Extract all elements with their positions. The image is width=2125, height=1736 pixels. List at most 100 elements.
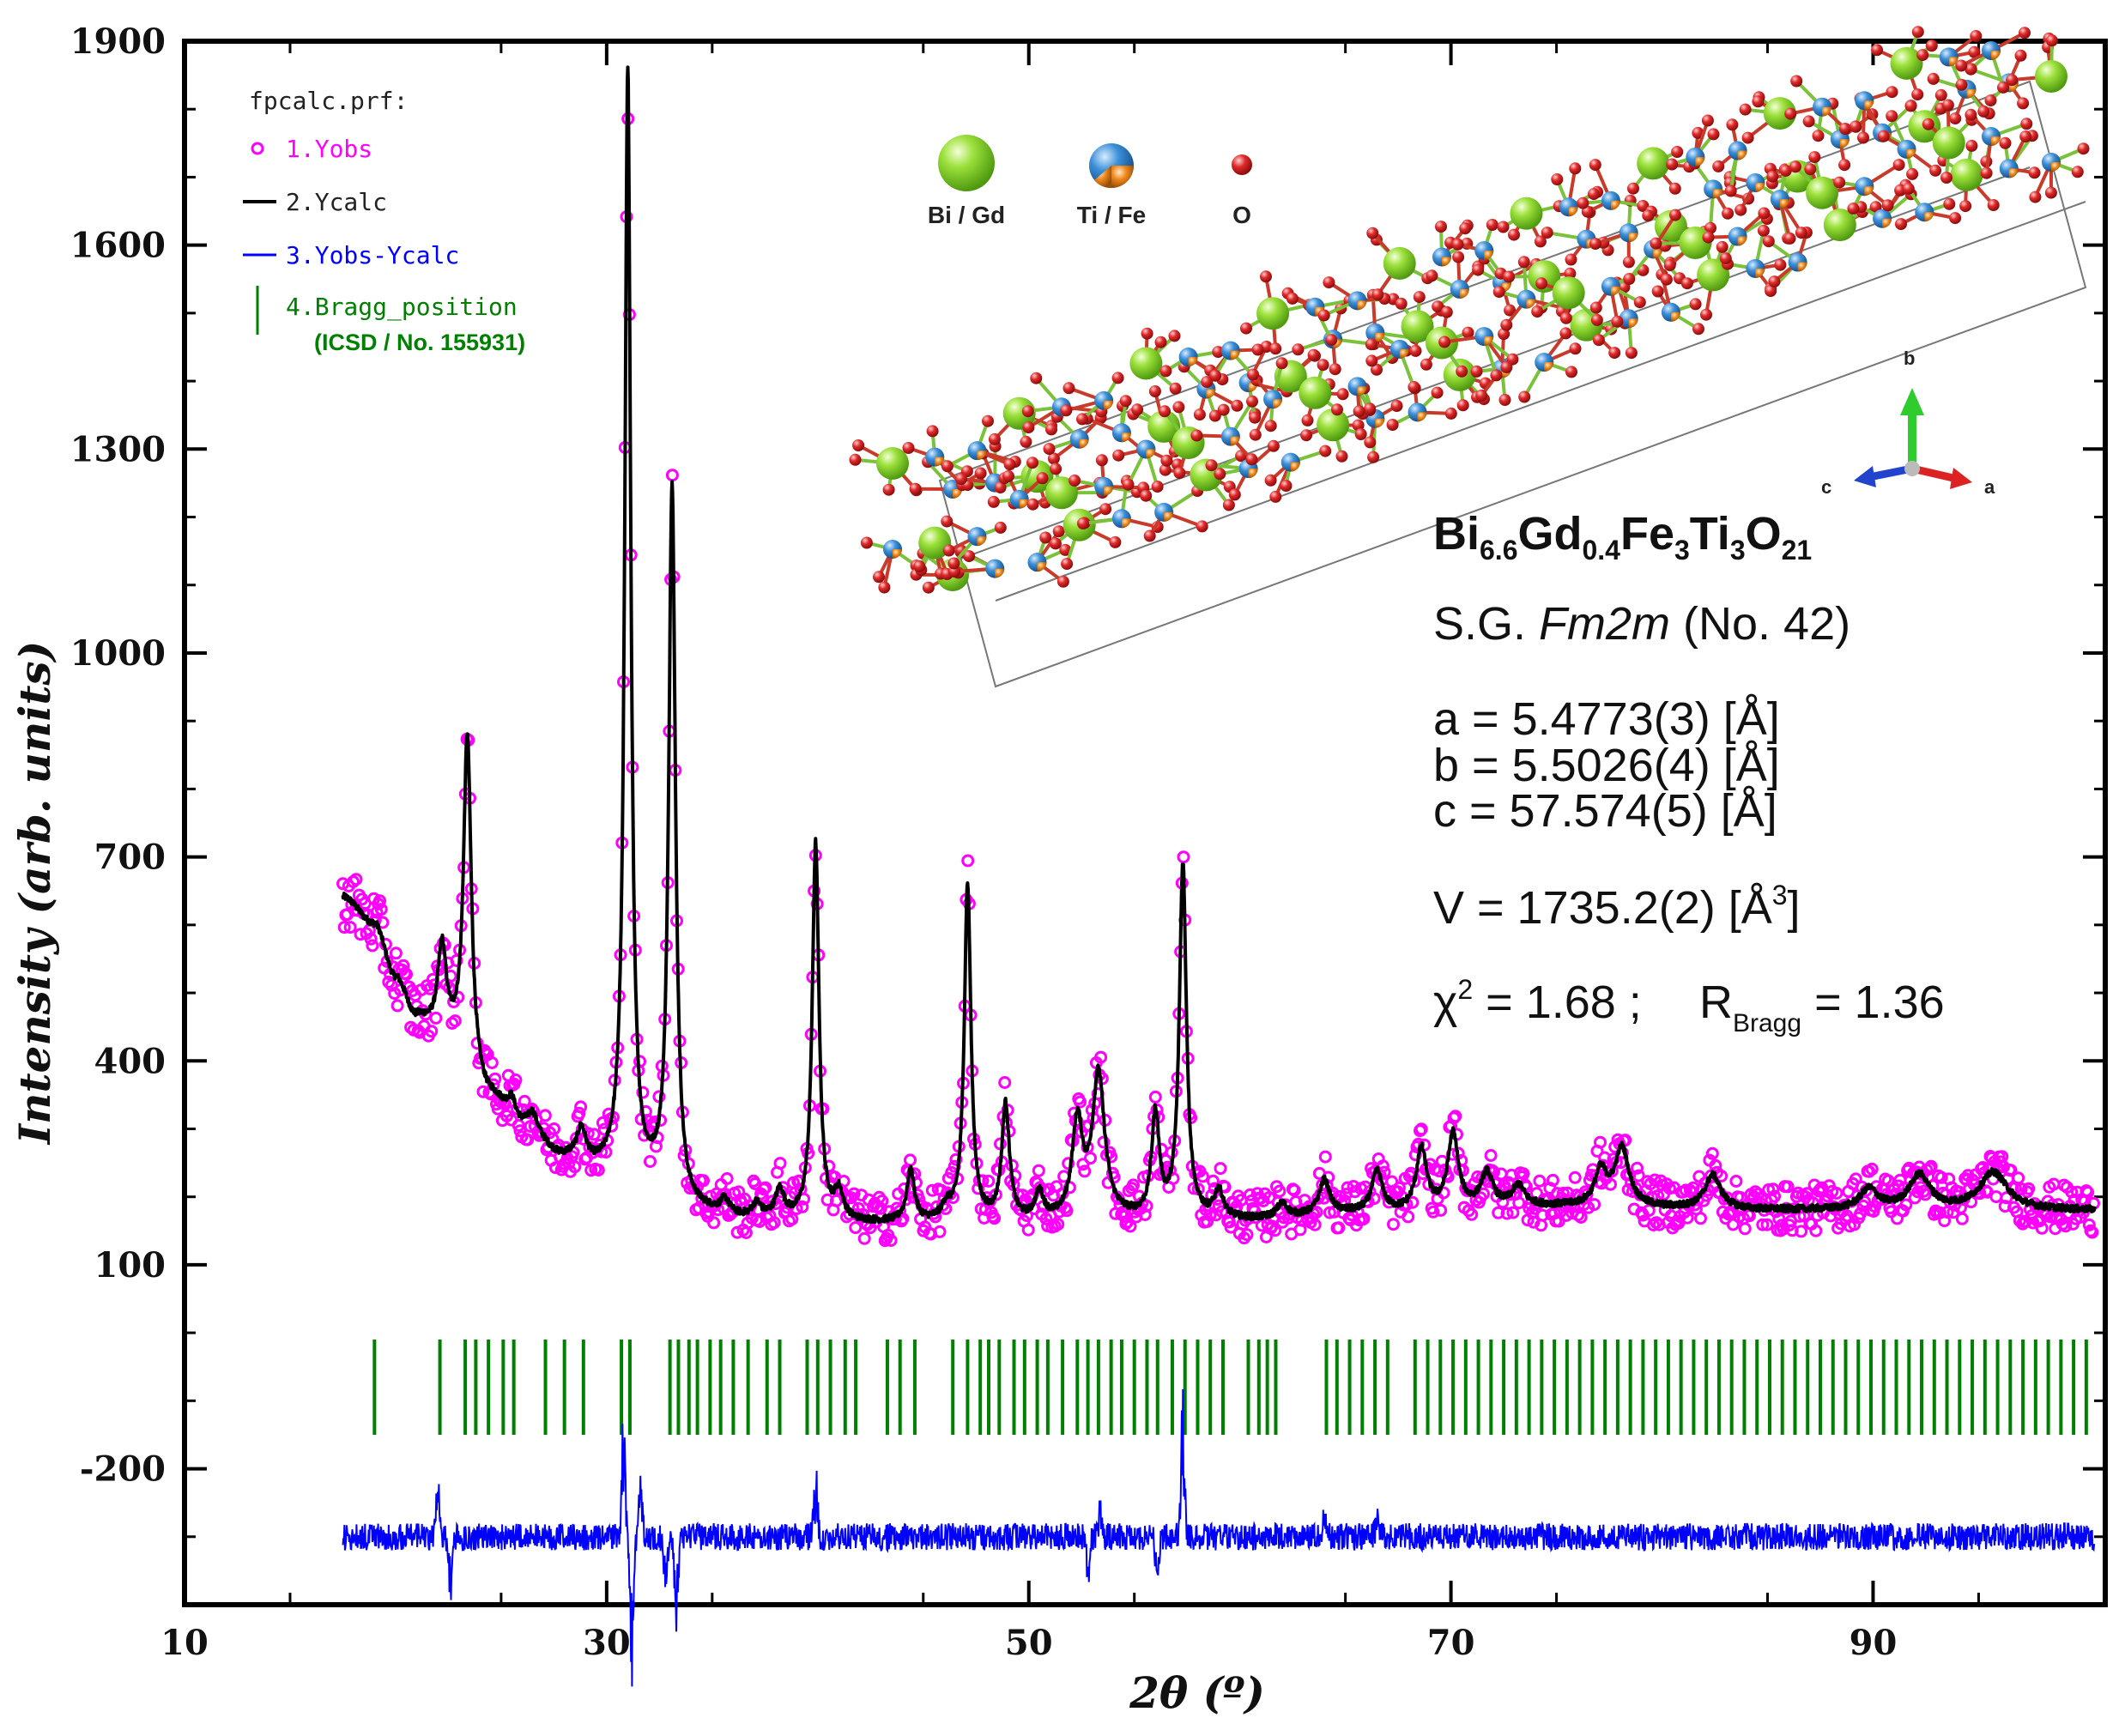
- yobs-point: [1201, 1215, 1214, 1228]
- plot-frame: [182, 39, 2108, 1607]
- oxygen-atom: [1500, 318, 1513, 331]
- ti-fe-atom-half: [1442, 257, 1451, 267]
- yobs-point: [1918, 1188, 1932, 1201]
- oxygen-atom: [1196, 520, 1208, 533]
- oxygen-atom: [1551, 173, 1564, 185]
- yobs-point: [884, 1234, 898, 1247]
- oxygen-atom: [1627, 182, 1639, 195]
- yobs-point: [1203, 1208, 1217, 1222]
- yobs-point: [1568, 1170, 1582, 1184]
- oxygen-atom: [1757, 224, 1770, 237]
- yobs-point: [785, 1213, 799, 1226]
- yobs-point: [1865, 1162, 1879, 1176]
- oxygen-atom: [1707, 128, 1720, 141]
- oxygen-atom: [2044, 186, 2057, 199]
- ti-fe-atom-half: [1797, 262, 1807, 272]
- yobs-point: [1347, 1180, 1360, 1193]
- yobs-point: [1896, 1204, 1910, 1218]
- yobs-point: [1694, 1212, 1707, 1225]
- ti-fe-atom-half: [1713, 189, 1723, 199]
- ti-fe-atom-half: [2051, 162, 2061, 172]
- oxygen-atom: [1702, 231, 1715, 244]
- oxygen-atom: [913, 560, 926, 572]
- ti-fe-atom-half: [1670, 312, 1680, 322]
- ti-fe-atom-half: [1610, 286, 1620, 296]
- oxygen-atom: [1435, 221, 1447, 233]
- yobs-point: [1032, 1164, 1045, 1177]
- ti-fe-atom-half: [1610, 200, 1620, 210]
- oxygen-atom: [1722, 207, 1735, 220]
- oxygen-atom: [1881, 199, 1894, 212]
- oxygen-atom: [1949, 212, 1962, 225]
- oxygen-atom: [1300, 429, 1313, 442]
- yobs-point: [1021, 1223, 1035, 1237]
- oxygen-atom: [2045, 34, 2058, 47]
- oxygen-atom: [1660, 273, 1673, 286]
- yobs-point: [1738, 1222, 1752, 1236]
- cell-volume: V = 1735.2(2) [Å3]: [1433, 880, 1801, 934]
- x-tick-label: 10: [160, 1623, 209, 1663]
- ti-fe-atom-half: [1628, 233, 1638, 243]
- oxygen-atom: [1535, 277, 1548, 290]
- oxygen-atom: [1472, 263, 1485, 276]
- yobs-point: [1619, 1134, 1632, 1147]
- y-tick-label: 1900: [70, 21, 166, 62]
- yobs-point: [1726, 1218, 1740, 1231]
- oxygen-atom: [1959, 200, 1972, 213]
- yobs-point: [1506, 1206, 1520, 1219]
- bi-gd-atom: [1637, 147, 1670, 180]
- ti-fe-atom-half: [1146, 449, 1156, 459]
- yobs-point: [1240, 1228, 1254, 1242]
- oxygen-atom: [1438, 336, 1451, 348]
- oxygen-atom: [1193, 408, 1206, 421]
- oxygen-atom: [1518, 390, 1531, 403]
- oxygen-atom: [1929, 164, 1942, 177]
- oxygen-atom: [1669, 209, 1681, 221]
- yobs-point: [1414, 1122, 1428, 1136]
- oxygen-atom: [1486, 219, 1498, 231]
- oxygen-atom: [1838, 159, 1851, 172]
- x-tick-label: 50: [1005, 1623, 1053, 1663]
- oxygen-atom: [1264, 420, 1277, 432]
- oxygen-atom: [1871, 44, 1884, 57]
- yobs-point: [1426, 1205, 1440, 1219]
- oxygen-atom: [947, 557, 960, 570]
- chemical-formula: Bi6.6Gd0.4Fe3Ti3O21: [1433, 508, 1812, 566]
- oxygen-atom: [1955, 78, 1968, 91]
- oxygen-atom: [1249, 428, 1262, 441]
- oxygen-atom: [1269, 342, 1282, 355]
- oxygen-atom: [1026, 457, 1038, 469]
- oxygen-atom: [1666, 158, 1679, 171]
- yobs-point: [1533, 1174, 1547, 1188]
- oxygen-atom: [1148, 385, 1161, 397]
- yobs-point: [448, 1014, 462, 1028]
- yobs-point: [896, 1212, 910, 1225]
- bi-gd-atom: [1383, 246, 1416, 280]
- oxygen-atom: [1470, 365, 1483, 378]
- yobs-point: [572, 1106, 586, 1120]
- yobs-point: [1357, 1212, 1371, 1225]
- legend-bragg-label: 4.Bragg_position: [286, 293, 518, 322]
- oxygen-atom: [1651, 285, 1664, 298]
- yobs-point: [1781, 1180, 1795, 1194]
- ti-fe-atom-half: [1737, 150, 1747, 160]
- oxygen-atom: [1623, 273, 1636, 285]
- yobs-series: [336, 112, 2100, 1248]
- oxygen-atom: [1940, 172, 1952, 184]
- oxygen-atom: [1122, 478, 1135, 491]
- oxygen-atom: [1927, 72, 1940, 85]
- yobs-point: [1679, 1183, 1692, 1197]
- oxygen-atom: [1565, 366, 1577, 378]
- oxygen-atom: [1784, 107, 1797, 120]
- oxygen-atom: [1500, 361, 1513, 373]
- ti-fe-atom-half: [1924, 212, 1934, 222]
- yobs-point: [1766, 1183, 1780, 1196]
- yobs-point: [636, 1086, 650, 1099]
- oxygen-atom: [942, 544, 955, 557]
- yobs-point: [1332, 1221, 1346, 1235]
- oxygen-atom: [1119, 395, 1132, 408]
- oxygen-atom: [1214, 468, 1226, 481]
- x-tick-label: 30: [583, 1623, 631, 1663]
- oxygen-atom: [1367, 451, 1380, 463]
